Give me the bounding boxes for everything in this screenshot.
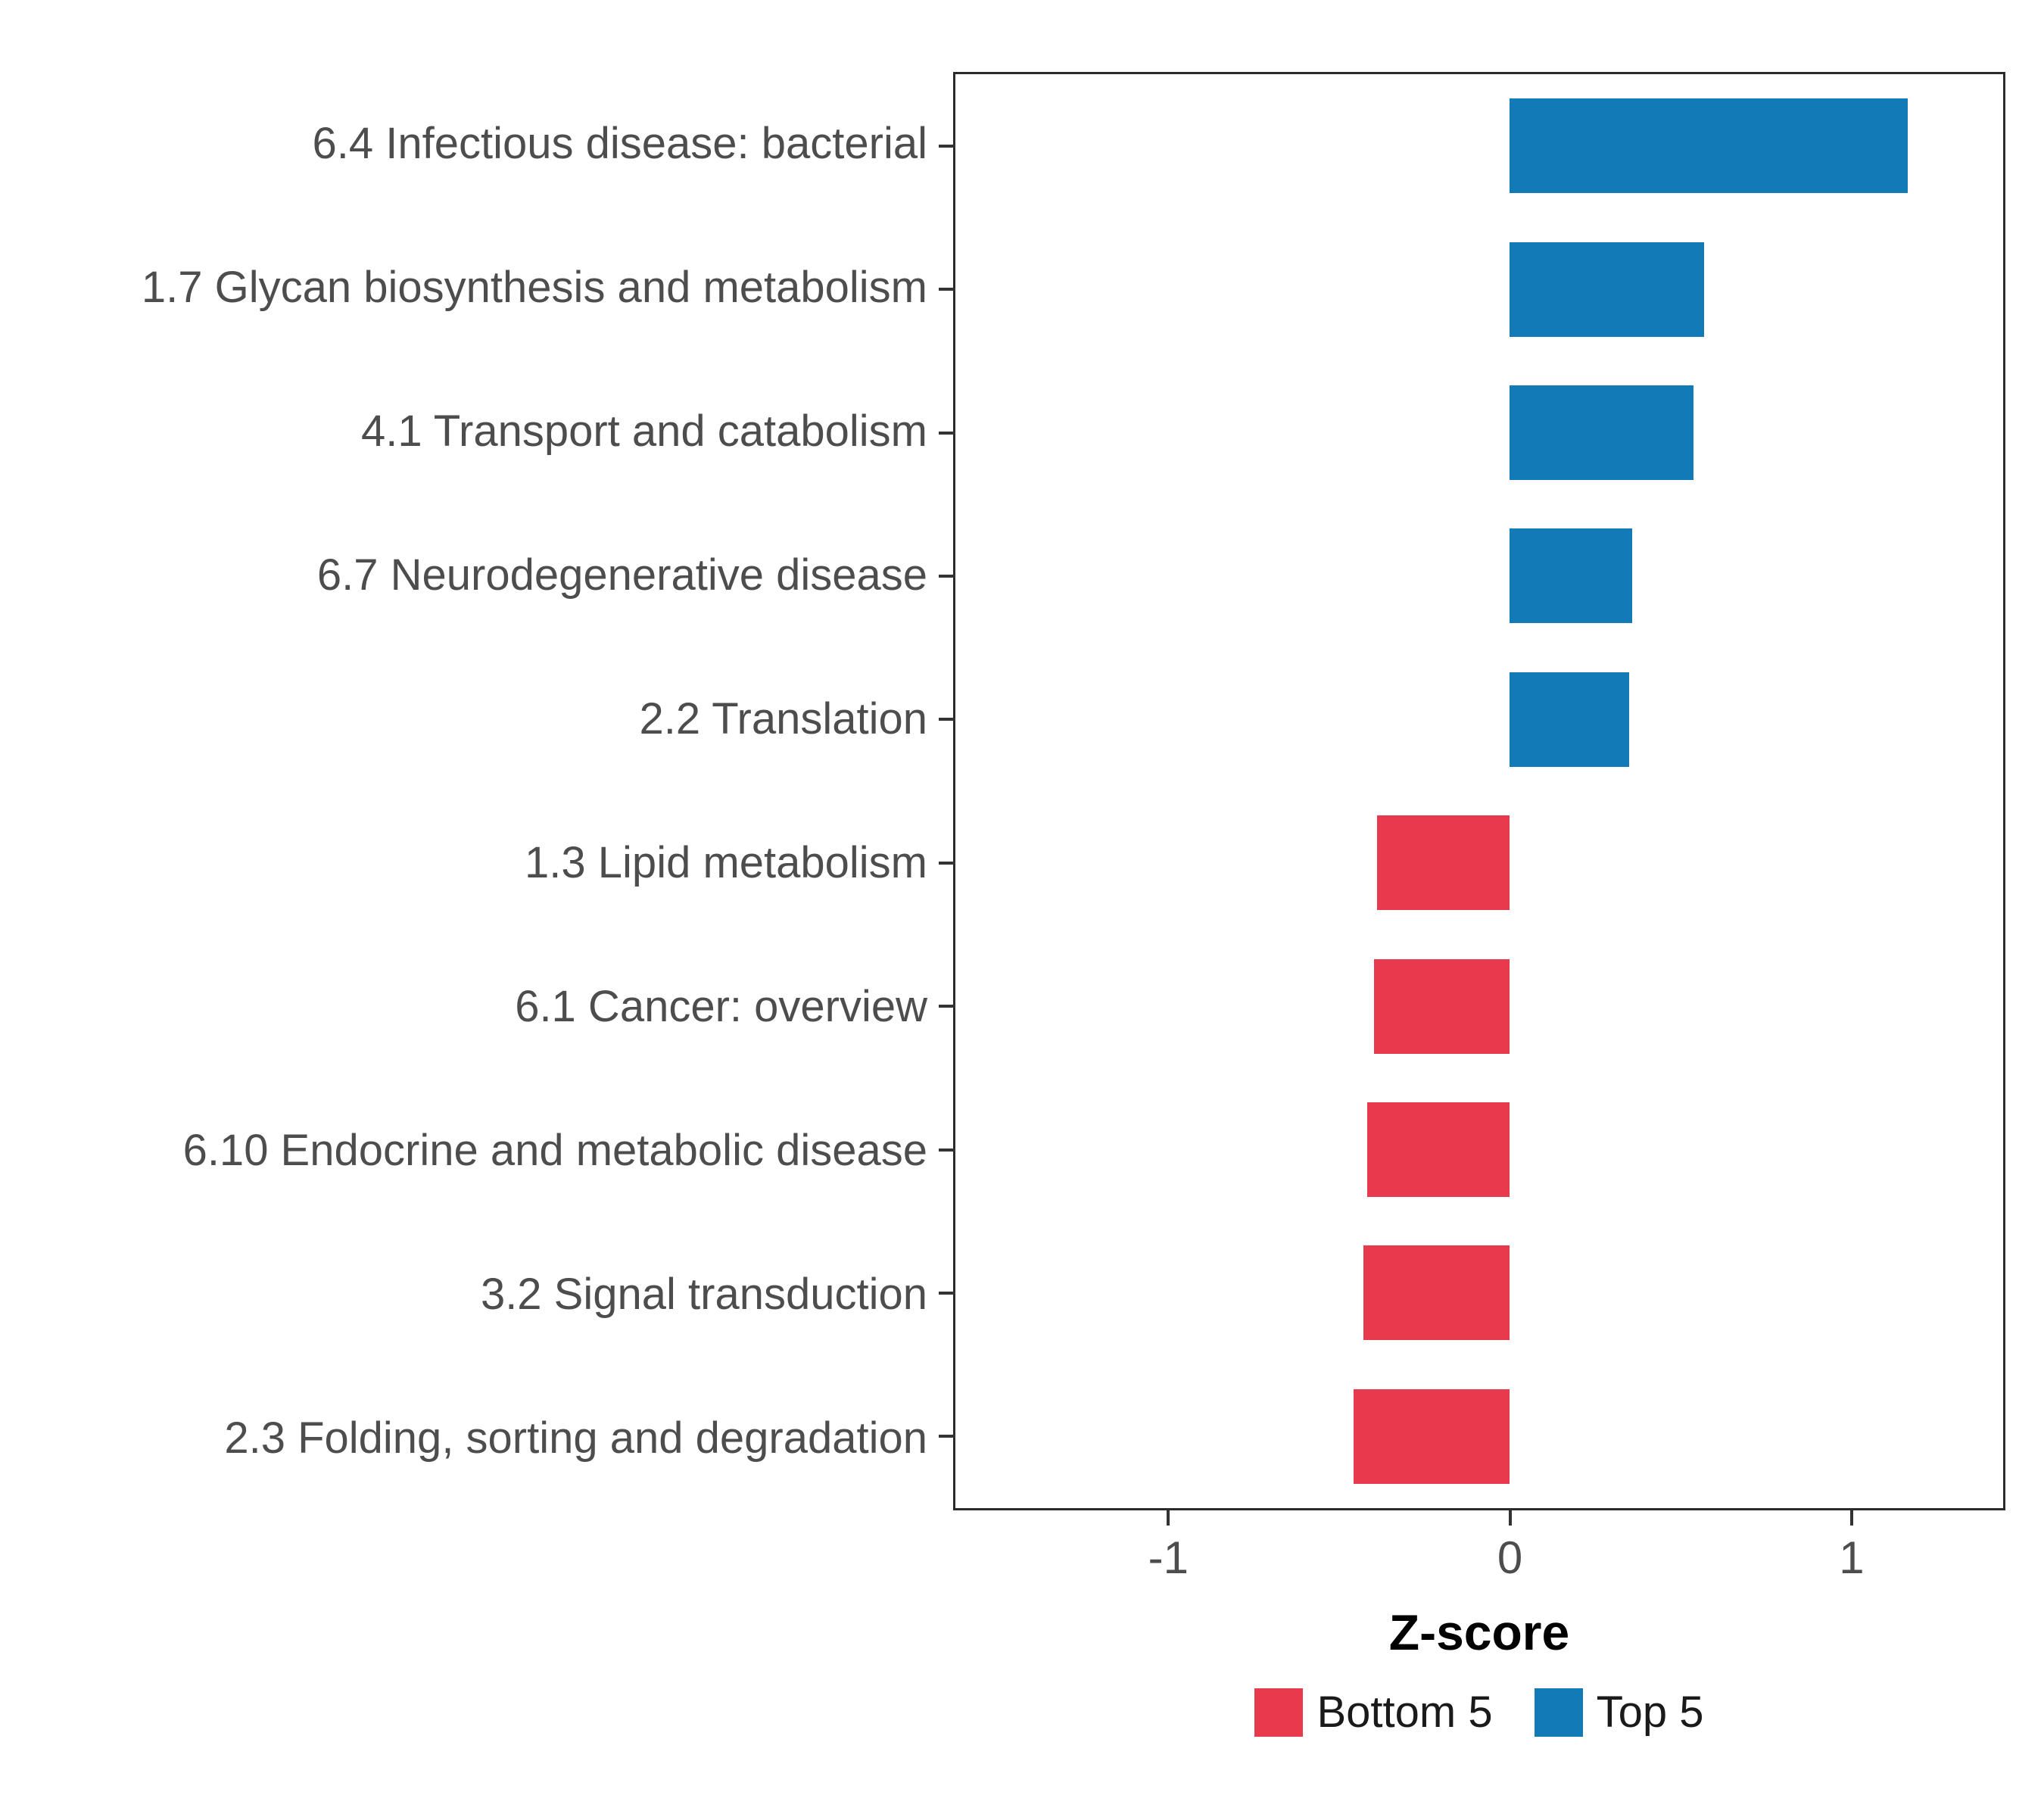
bar-top5 — [1510, 385, 1694, 480]
x-axis-tick-label: 1 — [1839, 1532, 1865, 1583]
y-axis-tick — [939, 431, 955, 435]
legend-swatch — [1254, 1688, 1304, 1737]
bar-bottom5 — [1366, 1102, 1510, 1197]
y-axis-tick — [939, 861, 955, 865]
x-axis-tick — [1849, 1510, 1853, 1526]
category-label: 3.2 Signal transduction — [480, 1270, 927, 1320]
plot-panel — [939, 72, 2005, 1510]
legend-swatch — [1534, 1688, 1583, 1737]
bar-bottom5 — [1353, 1388, 1510, 1484]
y-axis-tick — [939, 1435, 955, 1438]
y-axis-tick — [939, 1148, 955, 1152]
x-axis-tick — [1508, 1510, 1512, 1526]
category-label: 6.1 Cancer: overview — [515, 982, 927, 1032]
legend-label: Top 5 — [1596, 1688, 1704, 1737]
category-labels: 6.4 Infectious disease: bacterial 1.7 Gly… — [23, 72, 927, 1510]
y-axis-tick — [939, 144, 955, 148]
y-axis-tick — [939, 1005, 955, 1008]
x-axis-tick — [1167, 1510, 1170, 1526]
y-axis-tick — [939, 574, 955, 578]
category-label: 6.4 Infectious disease: bacterial — [312, 119, 927, 169]
bar-top5 — [1510, 672, 1629, 767]
y-axis-tick — [939, 718, 955, 722]
bar-top5 — [1510, 242, 1704, 337]
category-label: 1.7 Glycan biosynthesis and metabolism — [141, 263, 927, 313]
bar-top5 — [1510, 528, 1633, 624]
legend-item-bottom5: Bottom 5 — [1254, 1687, 1493, 1738]
x-axis-tick-label: 0 — [1497, 1532, 1523, 1583]
category-label: 6.7 Neurodegenerative disease — [316, 550, 927, 600]
x-axis-title: Z-score — [1388, 1604, 1570, 1660]
legend: Bottom 5 Top 5 — [953, 1687, 2005, 1738]
x-axis: -1 0 1 — [953, 1510, 2005, 1609]
bar-top5 — [1510, 98, 1908, 194]
y-axis-tick — [939, 1291, 955, 1295]
legend-item-top5: Top 5 — [1534, 1687, 1704, 1738]
bar-bottom5 — [1373, 958, 1510, 1054]
bar-bottom5 — [1363, 1245, 1510, 1341]
legend-label: Bottom 5 — [1316, 1688, 1493, 1737]
category-label: 2.3 Folding, sorting and degradation — [224, 1413, 927, 1463]
category-label: 1.3 Lipid metabolism — [525, 838, 927, 888]
category-label: 4.1 Transport and catabolism — [361, 407, 927, 457]
category-label: 6.10 Endocrine and metabolic disease — [182, 1126, 927, 1176]
y-axis-tick — [939, 288, 955, 291]
x-axis-tick-label: -1 — [1148, 1532, 1189, 1583]
bar-bottom5 — [1377, 815, 1510, 911]
category-label: 2.2 Translation — [639, 694, 927, 744]
